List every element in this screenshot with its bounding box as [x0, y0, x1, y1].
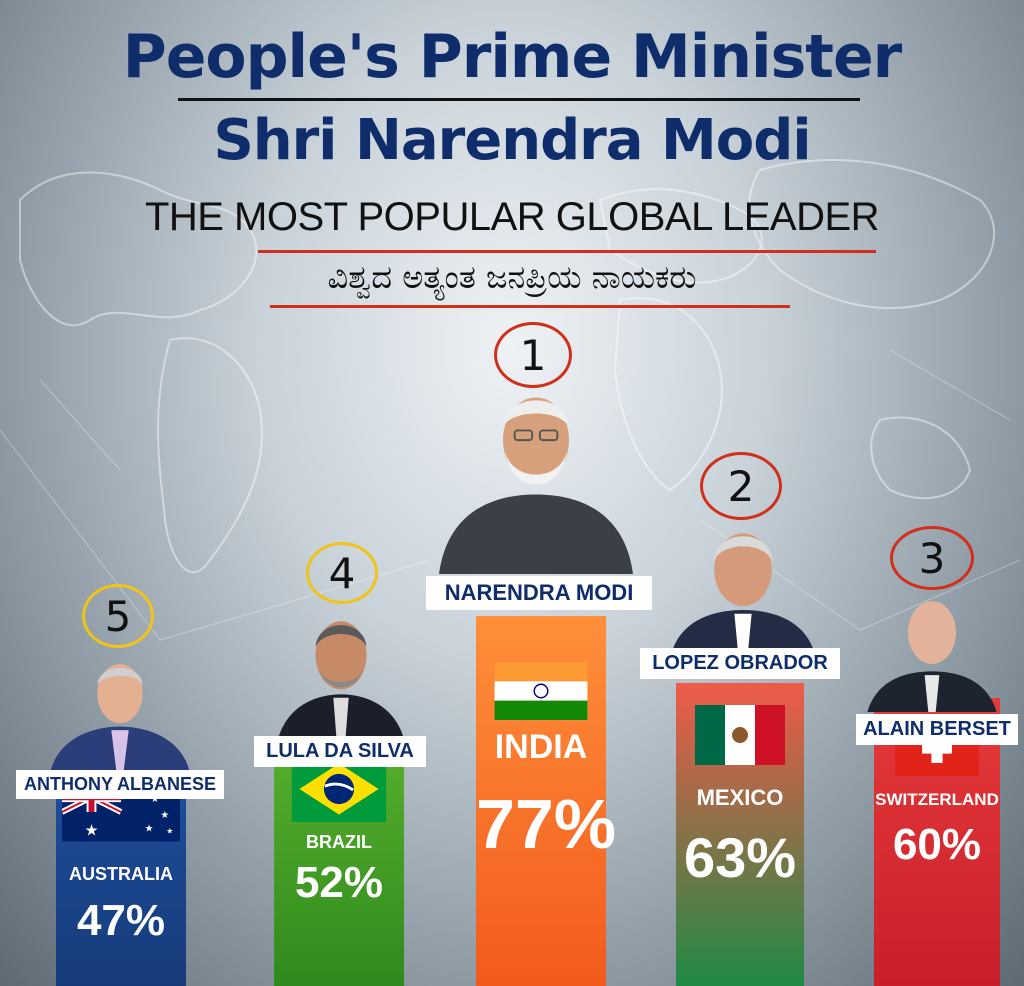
bar-brazil: BRAZIL 52% [274, 736, 404, 986]
svg-text:★: ★ [160, 810, 169, 821]
leader-name-label: NARENDRA MODI [426, 576, 652, 610]
subtitle: THE MOST POPULAR GLOBAL LEADER [144, 195, 880, 239]
bar-india: INDIA 77% [476, 616, 617, 986]
leader-portrait-albanese [50, 663, 190, 772]
subtitle-kannada: ವಿಶ್ವದ ಅತ್ಯಂತ ಜನಪ್ರಿಯ ನಾಯಕರು [327, 258, 697, 296]
leader-portrait-obrador [671, 533, 815, 654]
kannada-underline [270, 305, 790, 308]
svg-text:★: ★ [166, 827, 173, 836]
percent-label: 47% [76, 896, 166, 945]
rank-badge: 5 [82, 584, 154, 648]
leader-name-label: LOPEZ OBRADOR [640, 648, 840, 679]
country-label: MEXICO [696, 785, 784, 810]
rank-badge: 3 [890, 526, 974, 590]
leader-name-label: ALAIN BERSET [856, 714, 1018, 745]
svg-text:★: ★ [145, 824, 154, 835]
title-line-1: People's Prime Minister [122, 22, 903, 92]
brazil-flag-icon [291, 756, 387, 822]
leader-name-label: LULA DA SILVA [254, 736, 426, 767]
svg-text:★: ★ [151, 794, 160, 805]
leader-portrait-berset [867, 601, 997, 712]
country-label: BRAZIL [306, 832, 372, 852]
bar-mexico: MEXICO 63% [676, 683, 804, 986]
country-label: INDIA [494, 728, 588, 766]
title-line-2: Shri Narendra Modi [213, 108, 811, 173]
leader-portrait-lula [277, 621, 405, 742]
svg-text:★: ★ [84, 821, 98, 840]
title-underline [178, 98, 860, 101]
rank-badge: 2 [700, 452, 782, 520]
india-flag-icon [494, 662, 588, 720]
mexico-flag-icon [695, 705, 785, 765]
percent-label: 60% [892, 820, 982, 869]
percent-label: 77% [476, 785, 617, 863]
percent-label: 63% [683, 826, 797, 889]
percent-label: 52% [294, 858, 384, 907]
leader-name-label: ANTHONY ALBANESE [16, 770, 224, 799]
country-label: AUSTRALIA [69, 864, 173, 884]
subtitle-underline [258, 250, 876, 253]
rank-badge: 1 [494, 322, 572, 388]
bar-switzerland: SWITZERLAND 60% [874, 698, 1000, 986]
country-label: SWITZERLAND [875, 790, 999, 809]
leader-portrait-modi [439, 397, 633, 574]
rank-badge: 4 [306, 542, 378, 604]
